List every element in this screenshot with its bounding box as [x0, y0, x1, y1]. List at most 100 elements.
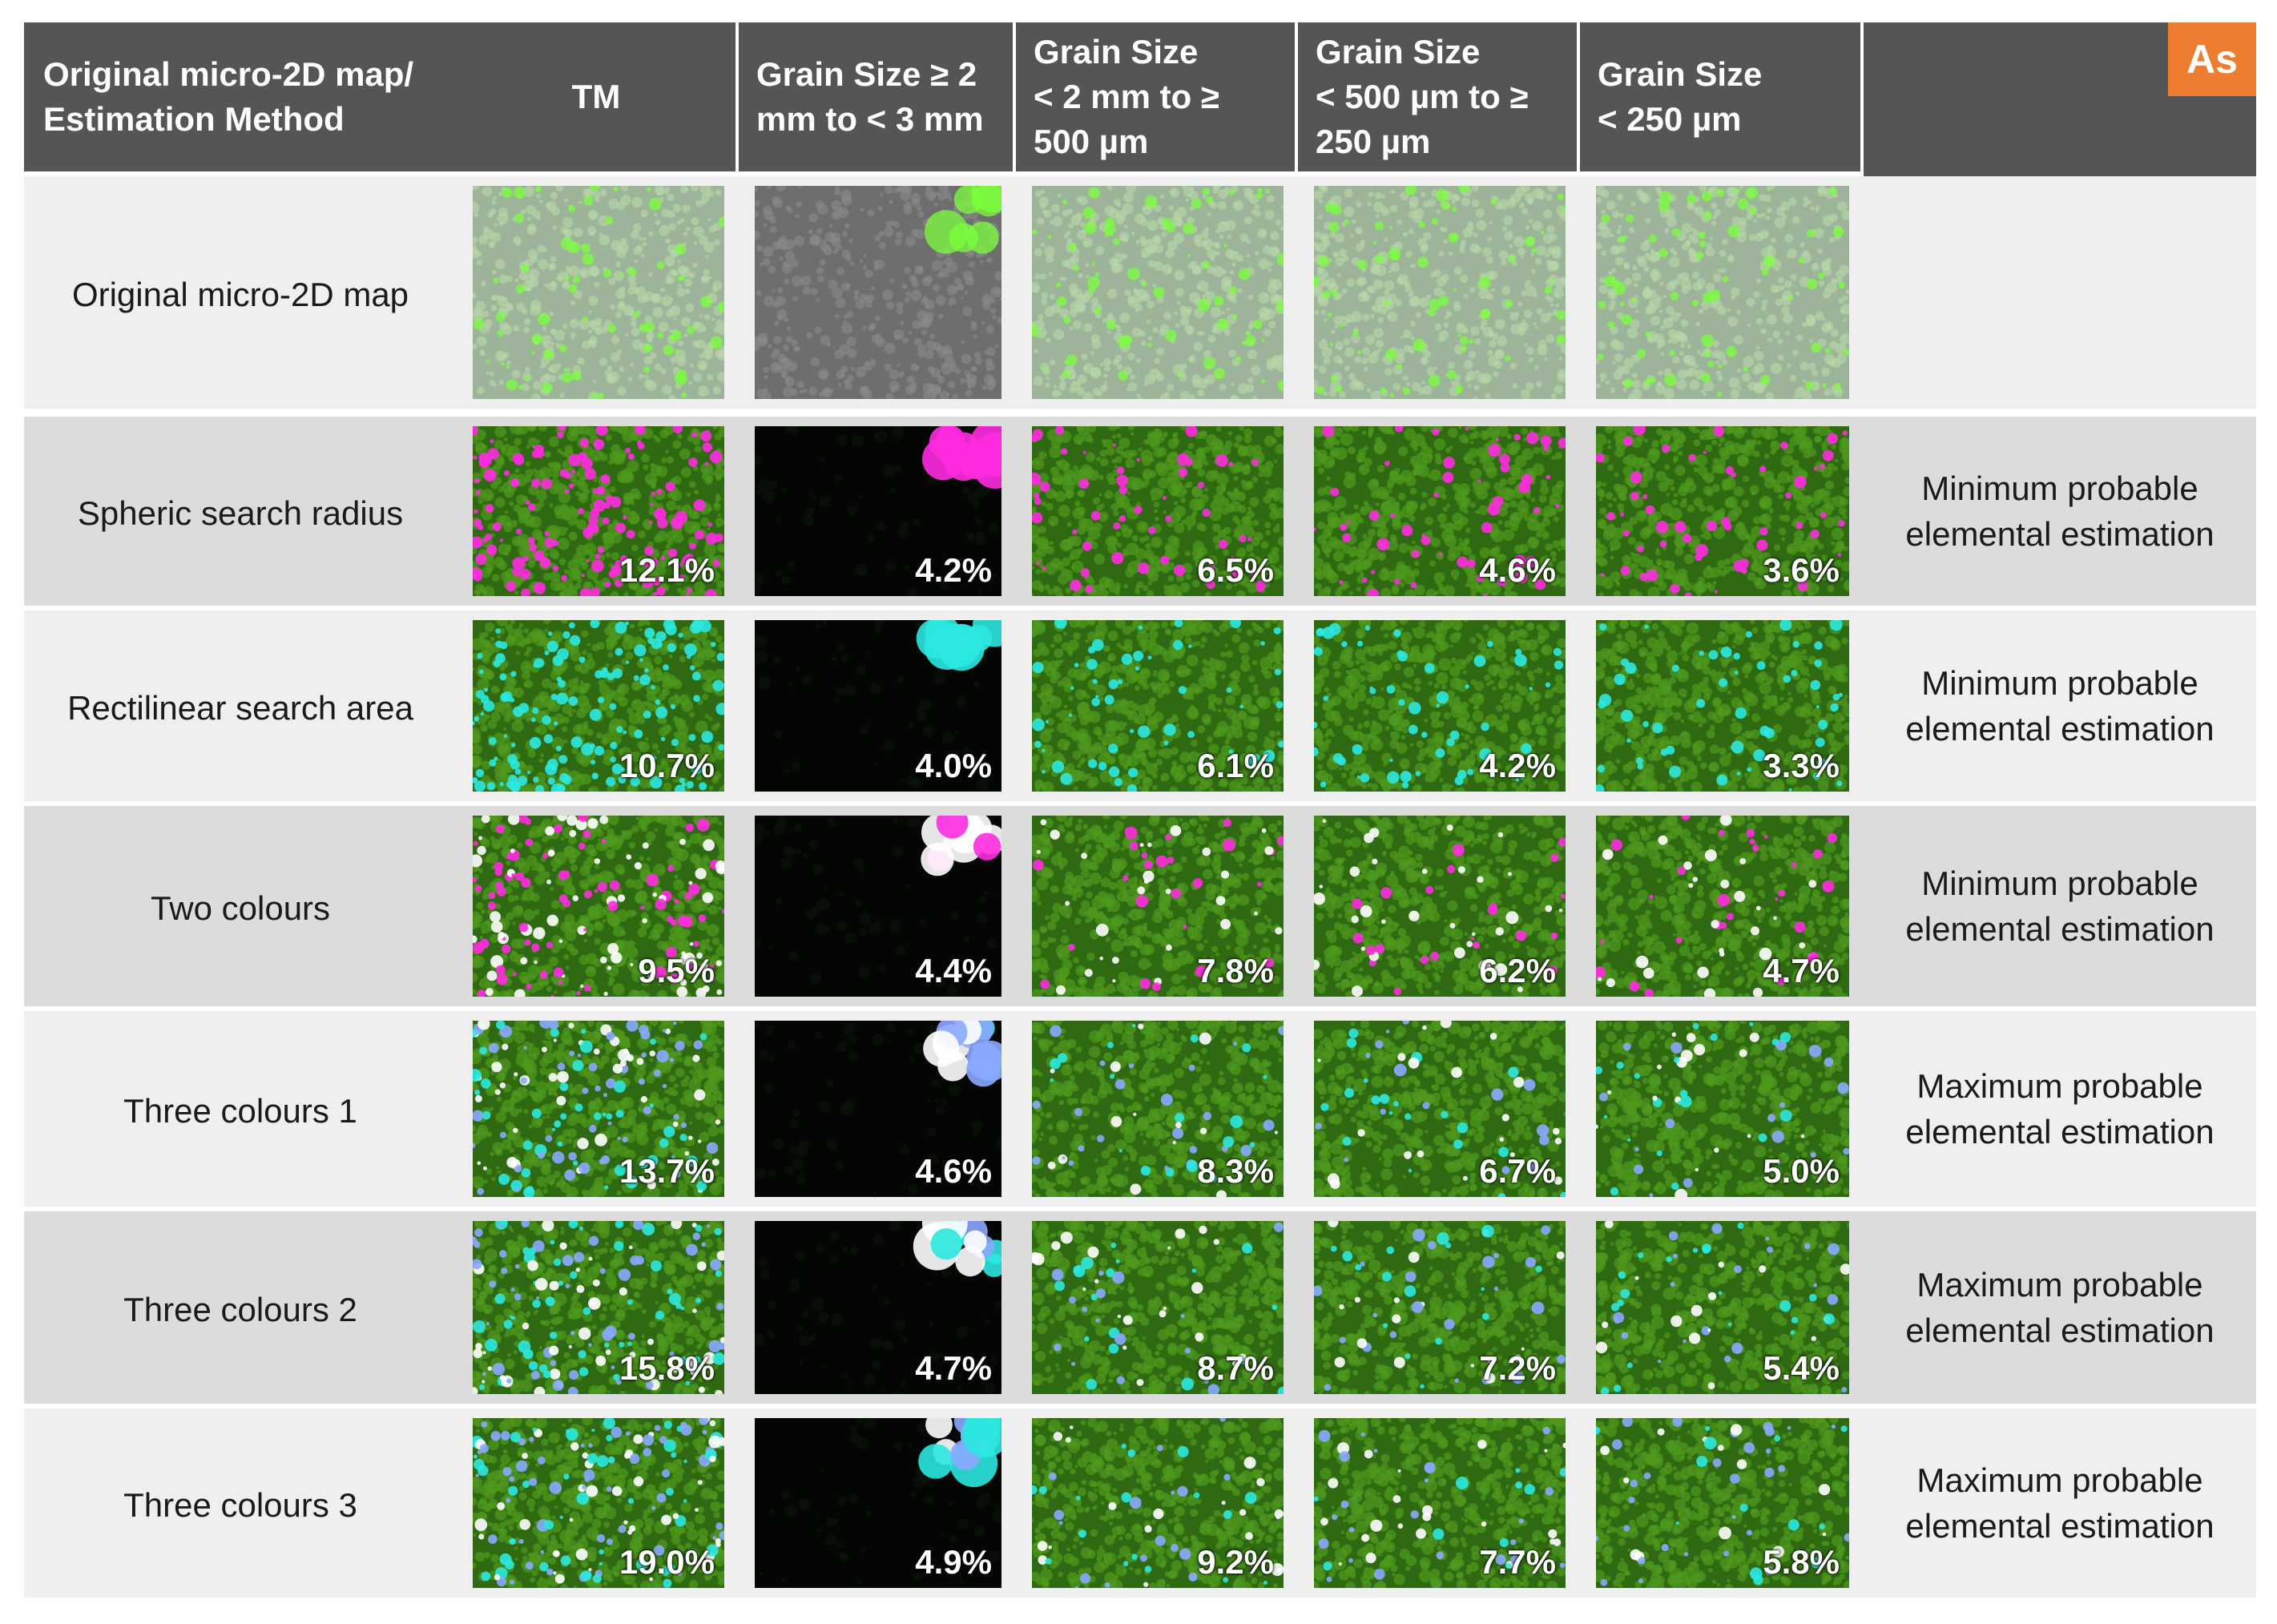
map-image: 5.8% [1596, 1418, 1849, 1588]
map-texture [473, 816, 724, 997]
interpretation-text: elemental estimation [1905, 1113, 2215, 1151]
map-image [1032, 186, 1284, 399]
column-header-line: < 2 mm to ≥ [1034, 78, 1219, 115]
interpretation-text: Maximum probable [1916, 1461, 2203, 1499]
map-image: 12.1% [473, 426, 724, 596]
map-texture [755, 1418, 1001, 1588]
column-header-line: < 250 µm [1598, 100, 1742, 138]
percentage-label: 4.2% [1479, 747, 1556, 784]
map-image: 7.7% [1314, 1418, 1566, 1588]
interpretation-text: elemental estimation [1905, 515, 2215, 553]
map-texture [473, 620, 724, 792]
map-texture [1032, 426, 1284, 596]
map-image: 7.8% [1032, 816, 1284, 997]
column-header-text: Grain Size ≥ 2 mm to < 3 mm [756, 52, 1013, 142]
column-header-line: Grain Size ≥ 2 [756, 55, 977, 93]
percentage-label: 13.7% [619, 1152, 715, 1190]
map-image: 13.7% [473, 1021, 724, 1197]
percentage-label: 4.6% [1479, 551, 1556, 589]
map-texture [1032, 816, 1284, 997]
map-image: 4.9% [755, 1418, 1001, 1588]
map-image: 4.6% [755, 1021, 1001, 1197]
map-texture [1596, 1418, 1849, 1588]
column-header-text: Grain Size < 250 µm [1598, 52, 1860, 142]
percentage-label: 7.8% [1197, 952, 1274, 989]
map-texture [1032, 1221, 1284, 1394]
map-image: 4.7% [1596, 816, 1849, 997]
column-header-0: Original micro-2D map/Estimation Method [24, 22, 457, 171]
interpretation-cell: Minimum probable elemental estimation [1864, 611, 2256, 801]
column-header-text: TM [572, 75, 621, 119]
row-label: Rectilinear search area [24, 611, 457, 806]
interpretation-text: elemental estimation [1905, 710, 2215, 748]
percentage-label: 8.3% [1197, 1152, 1274, 1190]
percentage-label: 9.5% [638, 952, 715, 989]
percentage-label: 6.5% [1197, 551, 1274, 589]
column-header-2: Grain Size ≥ 2 mm to < 3 mm [739, 22, 1013, 171]
percentage-label: 5.8% [1763, 1543, 1840, 1581]
column-header-line: Grain Size [1034, 33, 1199, 71]
map-texture [755, 426, 1001, 596]
map-texture [1314, 816, 1566, 997]
map-texture [473, 1221, 724, 1394]
interpretation-text: elemental estimation [1905, 910, 2215, 948]
percentage-label: 4.2% [915, 551, 992, 589]
map-image: 3.6% [1596, 426, 1849, 596]
map-image: 7.2% [1314, 1221, 1566, 1394]
interpretation-cell: Maximum probable elemental estimation [1864, 1408, 2256, 1598]
row-label-text: Three colours 1 [123, 1092, 357, 1130]
map-image: 4.6% [1314, 426, 1566, 596]
map-image: 8.7% [1032, 1221, 1284, 1394]
map-image: 19.0% [473, 1418, 724, 1588]
column-header-line: TM [571, 78, 621, 115]
row-label: Original micro-2D map [24, 176, 457, 413]
map-image: 4.4% [755, 816, 1001, 997]
column-header-line: Estimation Method [43, 100, 345, 138]
map-image: 5.0% [1596, 1021, 1849, 1197]
map-texture [755, 620, 1001, 792]
column-header-line: mm to < 3 mm [756, 100, 984, 138]
interpretation-cell: Maximum probable elemental estimation [1864, 1011, 2256, 1207]
row-label: Two colours [24, 806, 457, 1011]
map-texture [1314, 1418, 1566, 1588]
percentage-label: 4.9% [915, 1543, 992, 1581]
percentage-label: 4.4% [915, 952, 992, 989]
map-texture [473, 1021, 724, 1197]
percentage-label: 9.2% [1197, 1543, 1274, 1581]
percentage-label: 3.6% [1763, 551, 1840, 589]
percentage-label: 5.4% [1763, 1349, 1840, 1387]
map-image: 3.3% [1596, 620, 1849, 792]
column-header-text: Grain Size < 2 mm to ≥ 500 µm [1034, 30, 1295, 164]
map-image: 10.7% [473, 620, 724, 792]
column-header-line: Grain Size [1598, 55, 1763, 93]
row-label: Three colours 3 [24, 1408, 457, 1602]
interpretation-text: Maximum probable [1916, 1266, 2203, 1304]
map-texture [1596, 816, 1849, 997]
map-texture [1032, 1021, 1284, 1197]
map-texture [1032, 186, 1284, 399]
percentage-label: 5.0% [1763, 1152, 1840, 1190]
map-texture [1596, 1021, 1849, 1197]
percentage-label: 4.0% [915, 747, 992, 784]
percentage-label: 3.3% [1763, 747, 1840, 784]
interpretation-text: Minimum probable [1921, 664, 2198, 702]
percentage-label: 8.7% [1197, 1349, 1274, 1387]
map-image: 6.2% [1314, 816, 1566, 997]
map-texture [1596, 186, 1849, 399]
map-image: 9.5% [473, 816, 724, 997]
percentage-label: 6.2% [1479, 952, 1556, 989]
column-header-5: Grain Size < 250 µm [1580, 22, 1860, 171]
row-label-text: Rectilinear search area [67, 689, 413, 727]
map-image: 4.0% [755, 620, 1001, 792]
interpretation-cell: Minimum probable elemental estimation [1864, 417, 2256, 606]
row-label-text: Three colours 2 [123, 1291, 357, 1328]
map-texture [755, 186, 1001, 399]
column-header-line: Grain Size [1316, 33, 1481, 71]
percentage-label: 10.7% [619, 747, 715, 784]
map-texture [1314, 186, 1566, 399]
percentage-label: 7.2% [1479, 1349, 1556, 1387]
interpretation-cell: Maximum probable elemental estimation [1864, 1211, 2256, 1404]
percentage-label: 19.0% [619, 1543, 715, 1581]
map-texture [1596, 620, 1849, 792]
